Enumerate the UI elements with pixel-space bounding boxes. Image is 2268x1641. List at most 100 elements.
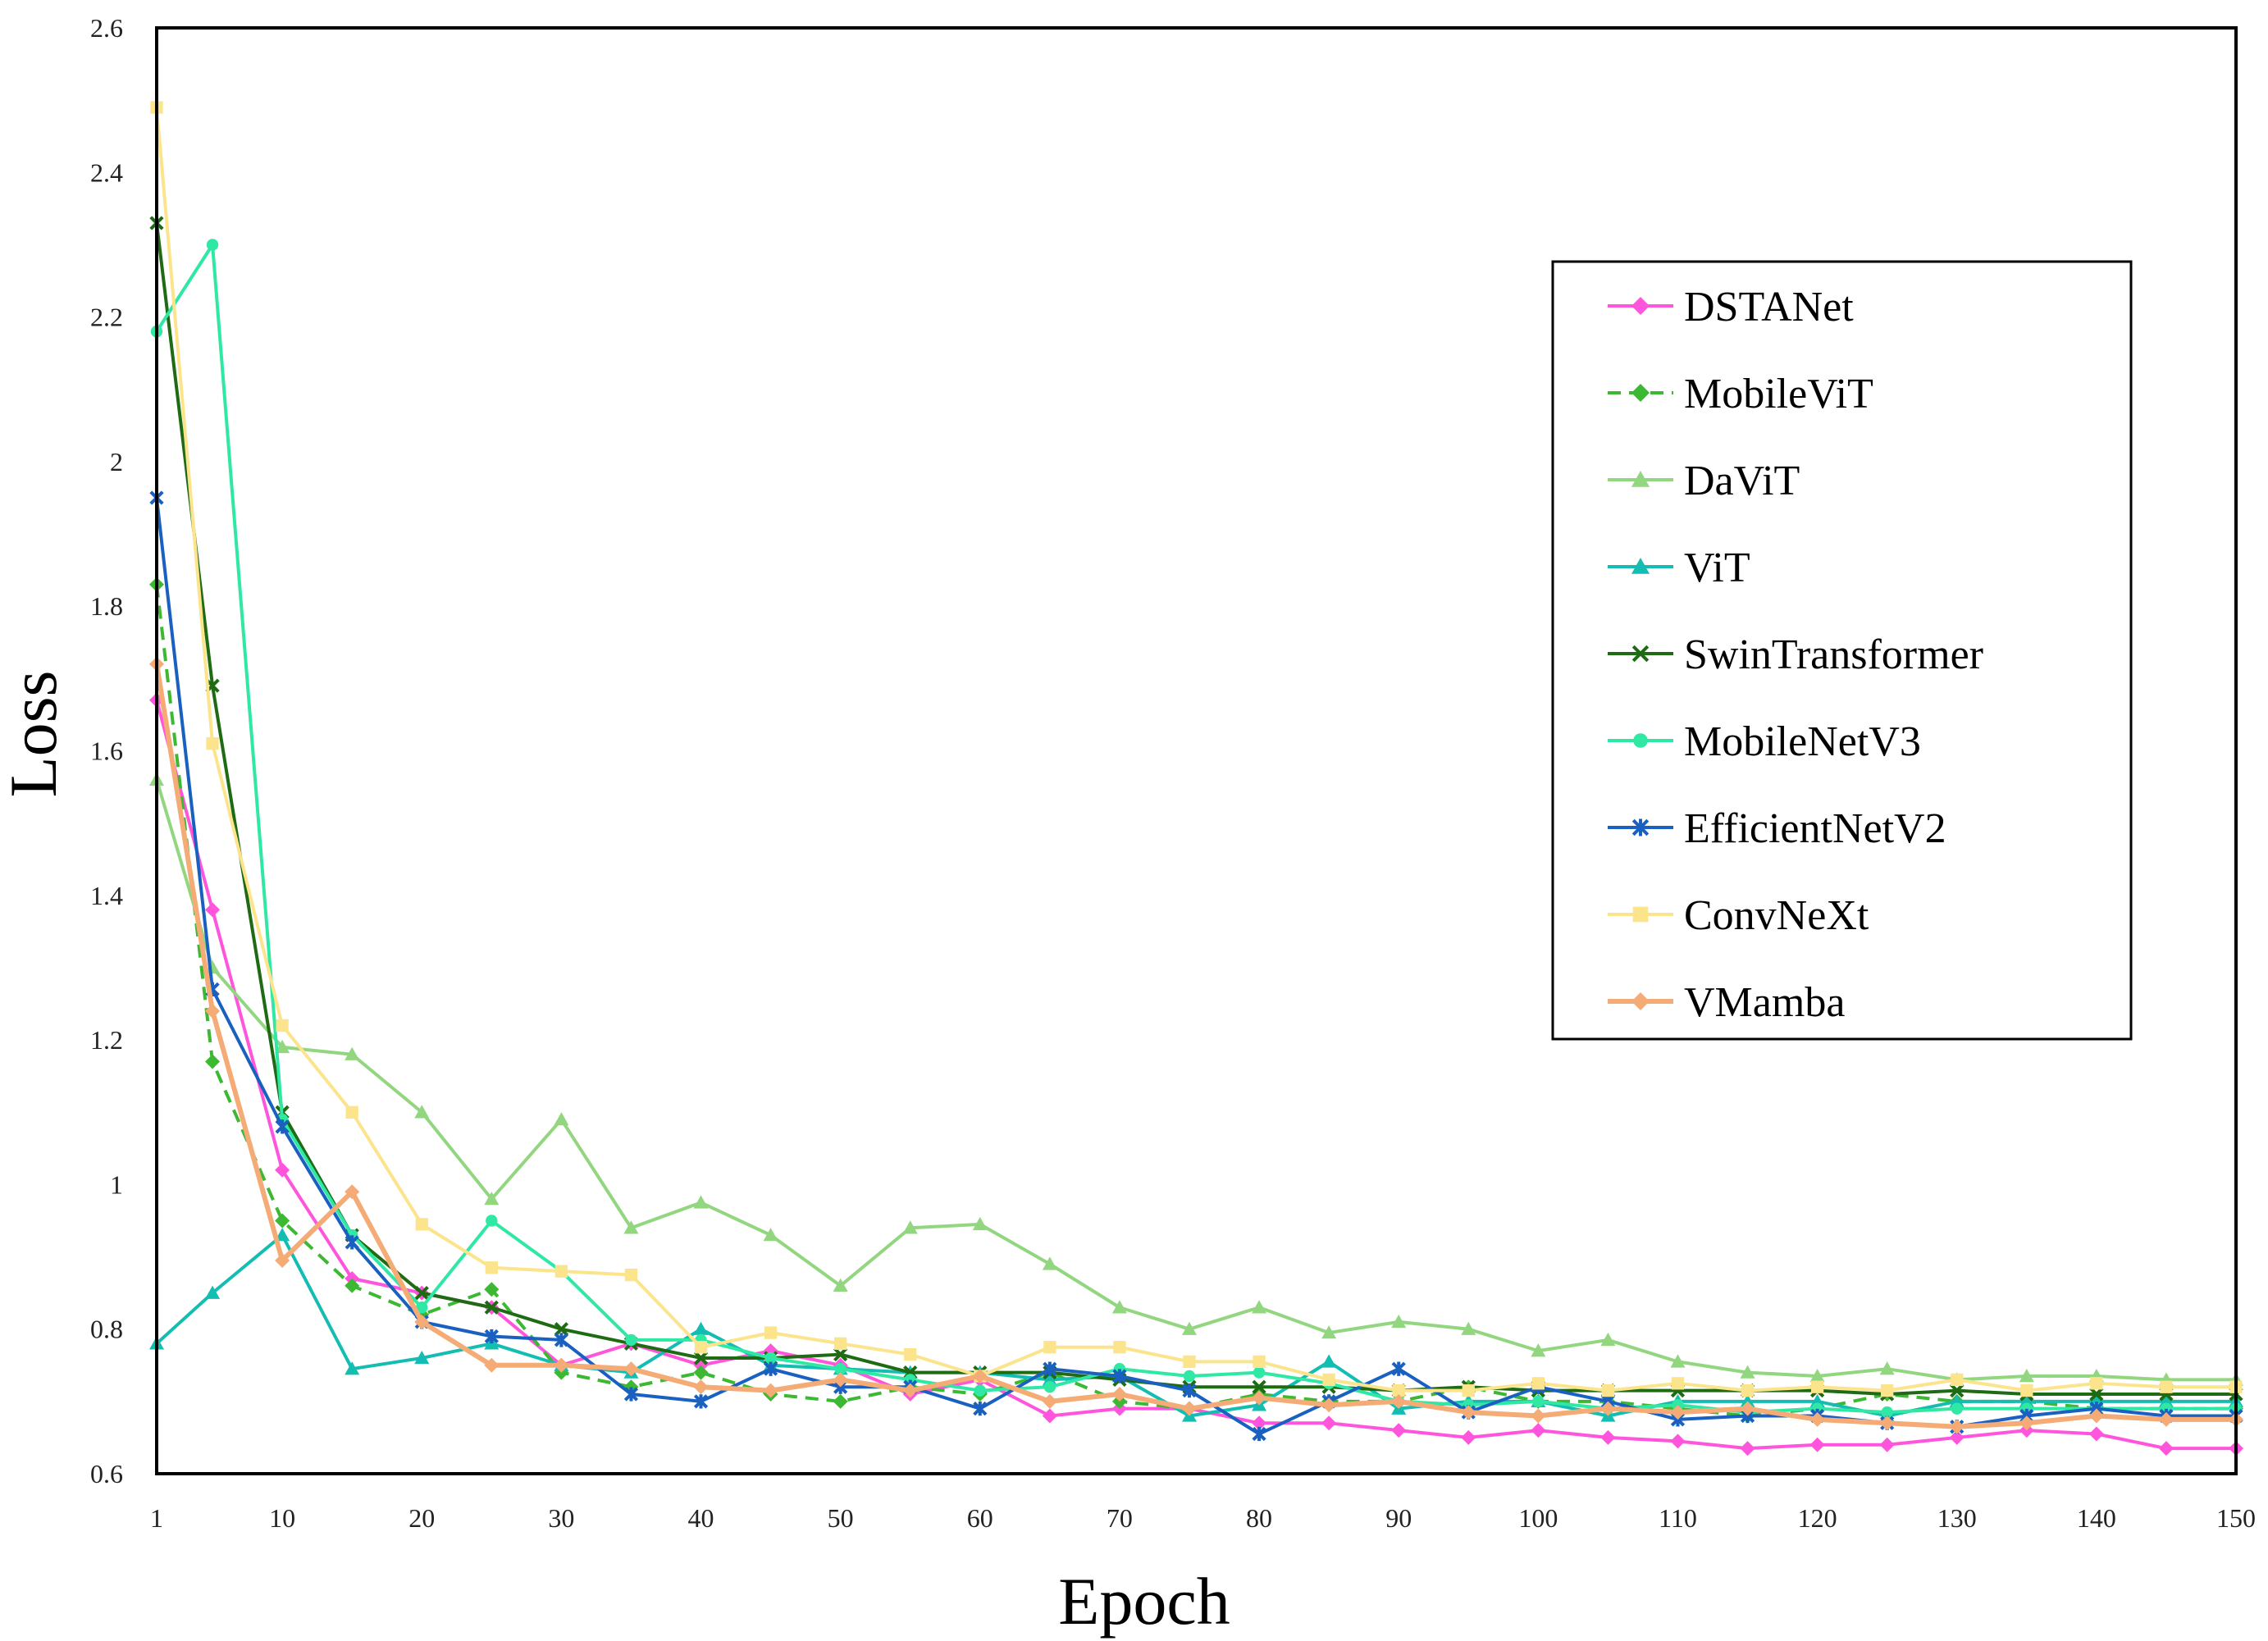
data-point-vmamba <box>1531 1408 1546 1424</box>
data-point-vit <box>2019 1393 2034 1408</box>
y-tick-label: 1 <box>110 1169 123 1199</box>
data-point-dstanet <box>1252 1415 1267 1431</box>
data-point-mobilevit <box>484 1282 500 1297</box>
data-point-swintransformer <box>414 1286 429 1301</box>
data-point-efficientnetv2 <box>623 1387 639 1402</box>
x-tick-label: 130 <box>1937 1503 1977 1533</box>
legend-label-vit: ViT <box>1684 545 1750 591</box>
data-point-vmamba <box>484 1357 500 1373</box>
data-point-dstanet <box>1042 1408 1057 1424</box>
data-point-dstanet <box>1949 1429 1965 1445</box>
data-point-vmamba <box>554 1357 569 1373</box>
data-point-mobilenetv3 <box>1881 1406 1893 1419</box>
data-point-vit <box>1809 1393 1825 1408</box>
data-point-vmamba <box>1949 1419 1965 1434</box>
data-point-swintransformer <box>833 1347 848 1362</box>
data-point-vmamba <box>1321 1397 1337 1413</box>
data-point-vmamba <box>1042 1393 1057 1409</box>
data-point-convnext <box>2160 1380 2173 1393</box>
data-point-vmamba <box>833 1372 848 1388</box>
x-tick-label: 30 <box>548 1503 574 1533</box>
legend-entry-mobilenetv3: MobileNetV3 <box>1608 718 1921 765</box>
legend-marker-vmamba <box>1631 992 1650 1010</box>
data-point-vmamba <box>1600 1401 1616 1416</box>
x-tick-label: 140 <box>2077 1503 2116 1533</box>
series-layer <box>149 101 2243 1456</box>
data-point-convnext <box>1253 1355 1266 1369</box>
data-point-convnext <box>415 1218 428 1231</box>
legend-label-efficientnetv2: EfficientNetV2 <box>1684 805 1946 852</box>
data-point-vmamba <box>1740 1401 1755 1416</box>
data-point-davit <box>763 1228 778 1242</box>
data-point-vmamba <box>902 1383 918 1398</box>
x-tick-label: 110 <box>1659 1503 1697 1533</box>
y-axis-ticks: 0.6 0.8 1 1.2 1.4 1.6 1.8 2 2.2 2.4 2.6 <box>90 13 123 1488</box>
y-tick-label: 2.2 <box>90 303 123 332</box>
legend-entry-efficientnetv2: EfficientNetV2 <box>1608 805 1946 852</box>
data-point-vmamba <box>763 1383 778 1398</box>
legend-marker-vit <box>1631 558 1650 574</box>
y-tick-label: 2.4 <box>90 157 123 187</box>
y-tick-label: 1.2 <box>90 1025 123 1055</box>
data-point-dstanet <box>1600 1429 1616 1445</box>
data-point-convnext <box>345 1105 358 1119</box>
data-point-davit <box>2019 1368 2034 1383</box>
data-point-convnext <box>554 1265 568 1278</box>
data-point-davit <box>1740 1365 1755 1379</box>
x-tick-label: 150 <box>2216 1503 2256 1533</box>
data-point-convnext <box>1462 1383 1475 1397</box>
data-point-mobilevit <box>693 1365 709 1380</box>
data-point-vmamba <box>972 1368 988 1383</box>
data-point-dstanet <box>2088 1426 2104 1442</box>
data-point-efficientnetv2 <box>484 1329 499 1344</box>
x-tick-label: 1 <box>150 1503 163 1533</box>
data-point-davit <box>1391 1314 1407 1329</box>
legend: DSTANet MobileViT DaViT ViT SwinTransformer M… <box>1551 260 2133 1041</box>
legend-entry-convnext: ConvNeXt <box>1608 892 1869 939</box>
data-point-swintransformer <box>2089 1387 2104 1402</box>
data-point-vit <box>1321 1354 1337 1368</box>
y-tick-label: 2.6 <box>90 13 123 43</box>
data-point-vmamba <box>1181 1401 1197 1416</box>
data-point-convnext <box>1322 1373 1335 1387</box>
data-point-davit <box>693 1195 709 1209</box>
data-point-convnext <box>2020 1383 2033 1397</box>
data-point-davit <box>484 1192 500 1206</box>
data-point-convnext <box>834 1337 847 1350</box>
data-point-dstanet <box>1531 1423 1546 1438</box>
x-tick-label: 100 <box>1518 1503 1558 1533</box>
data-point-convnext <box>1183 1355 1196 1369</box>
data-point-vit <box>275 1228 290 1242</box>
data-point-swintransformer <box>1950 1383 1965 1398</box>
data-point-convnext <box>276 1019 289 1032</box>
legend-label-vmamba: VMamba <box>1684 979 1845 1026</box>
y-tick-label: 0.6 <box>90 1459 123 1488</box>
data-point-vmamba <box>275 1252 290 1268</box>
data-point-mobilevit <box>833 1393 848 1409</box>
data-point-vmamba <box>1252 1390 1267 1406</box>
y-tick-label: 1.4 <box>90 881 123 910</box>
data-point-vmamba <box>1111 1387 1127 1402</box>
data-point-davit <box>1670 1354 1686 1368</box>
data-point-mobilevit <box>345 1278 360 1293</box>
series-convnext <box>150 101 2243 1397</box>
data-point-davit <box>1809 1368 1825 1383</box>
y-tick-label: 2 <box>110 447 123 476</box>
data-point-davit <box>972 1216 988 1231</box>
legend-entry-swintransformer: SwinTransformer <box>1608 631 1983 678</box>
data-point-convnext <box>485 1261 498 1274</box>
data-point-efficientnetv2 <box>973 1402 988 1416</box>
data-point-davit <box>554 1112 569 1126</box>
data-point-dstanet <box>1740 1441 1755 1456</box>
x-tick-label: 120 <box>1798 1503 1837 1533</box>
legend-entry-vit: ViT <box>1608 545 1750 591</box>
data-point-efficientnetv2 <box>1043 1361 1057 1376</box>
data-point-convnext <box>1601 1383 1615 1397</box>
legend-label-convnext: ConvNeXt <box>1684 892 1869 939</box>
data-point-convnext <box>2090 1377 2103 1390</box>
data-point-dstanet <box>1321 1415 1337 1431</box>
y-axis-title: Loss <box>0 671 71 798</box>
data-point-convnext <box>206 737 219 750</box>
series-vmamba <box>149 656 2243 1434</box>
data-point-mobilenetv3 <box>974 1384 986 1397</box>
